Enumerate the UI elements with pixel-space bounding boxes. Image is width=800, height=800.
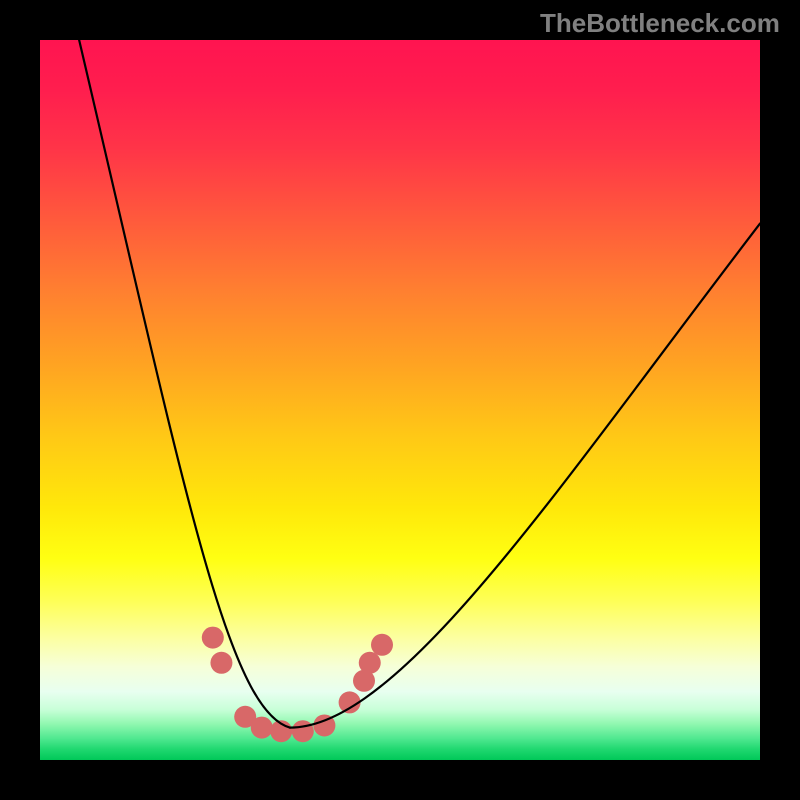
bottleneck-path <box>290 224 760 728</box>
watermark-text: TheBottleneck.com <box>540 8 780 39</box>
chart-canvas: TheBottleneck.com <box>0 0 800 800</box>
curve-marker <box>359 652 381 674</box>
curve-marker <box>292 720 314 742</box>
bottleneck-curve <box>40 40 760 760</box>
curve-marker <box>371 634 393 656</box>
curve-marker <box>251 717 273 739</box>
curve-marker <box>202 627 224 649</box>
bottleneck-path <box>77 33 289 728</box>
curve-marker <box>210 652 232 674</box>
